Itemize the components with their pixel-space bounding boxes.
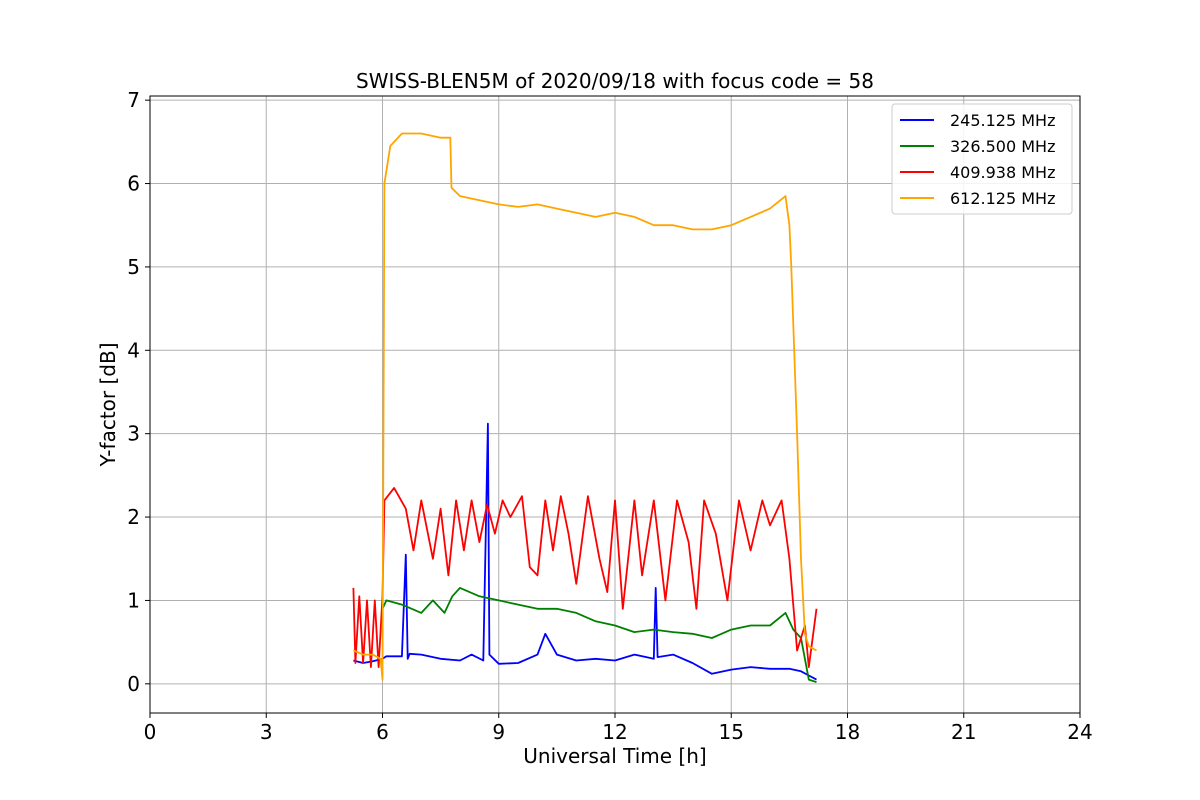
y-tick-label: 0 — [127, 672, 140, 696]
legend-box — [891, 103, 1073, 215]
x-tick-label: 12 — [602, 720, 627, 744]
x-tick-label: 0 — [144, 720, 157, 744]
legend-label: 326.500 MHz — [950, 137, 1055, 156]
y-tick-label: 4 — [127, 338, 140, 362]
y-tick-label: 7 — [127, 88, 140, 112]
series-line-4 — [353, 132, 817, 681]
legend-label: 245.125 MHz — [950, 111, 1055, 130]
x-axis-label: Universal Time [h] — [523, 744, 706, 768]
x-tick-label: 15 — [719, 720, 744, 744]
y-tick-label: 1 — [127, 588, 140, 612]
x-tick-label: 6 — [376, 720, 389, 744]
legend-label: 612.125 MHz — [950, 189, 1055, 208]
legend-label: 409.938 MHz — [950, 163, 1055, 182]
y-tick-label: 3 — [127, 422, 140, 446]
x-tick-label: 18 — [835, 720, 860, 744]
series-line-1 — [353, 422, 817, 681]
chart-title: SWISS-BLEN5M of 2020/09/18 with focus co… — [356, 69, 874, 93]
series-layer — [352, 132, 818, 683]
series-line-3 — [352, 486, 818, 668]
legend: 245.125 MHz 326.500 MHz 409.938 MHz 612.125… — [891, 103, 1073, 215]
x-tick-label: 21 — [951, 720, 976, 744]
x-tick-label: 24 — [1067, 720, 1092, 744]
y-tick-label: 2 — [127, 505, 140, 529]
x-tick-label: 3 — [260, 720, 273, 744]
series-line-2 — [381, 587, 817, 683]
x-tick-label: 9 — [492, 720, 505, 744]
y-axis-label: Y-factor [dB] — [96, 342, 120, 467]
y-tick-label: 6 — [127, 172, 140, 196]
y-tick-label: 5 — [127, 255, 140, 279]
